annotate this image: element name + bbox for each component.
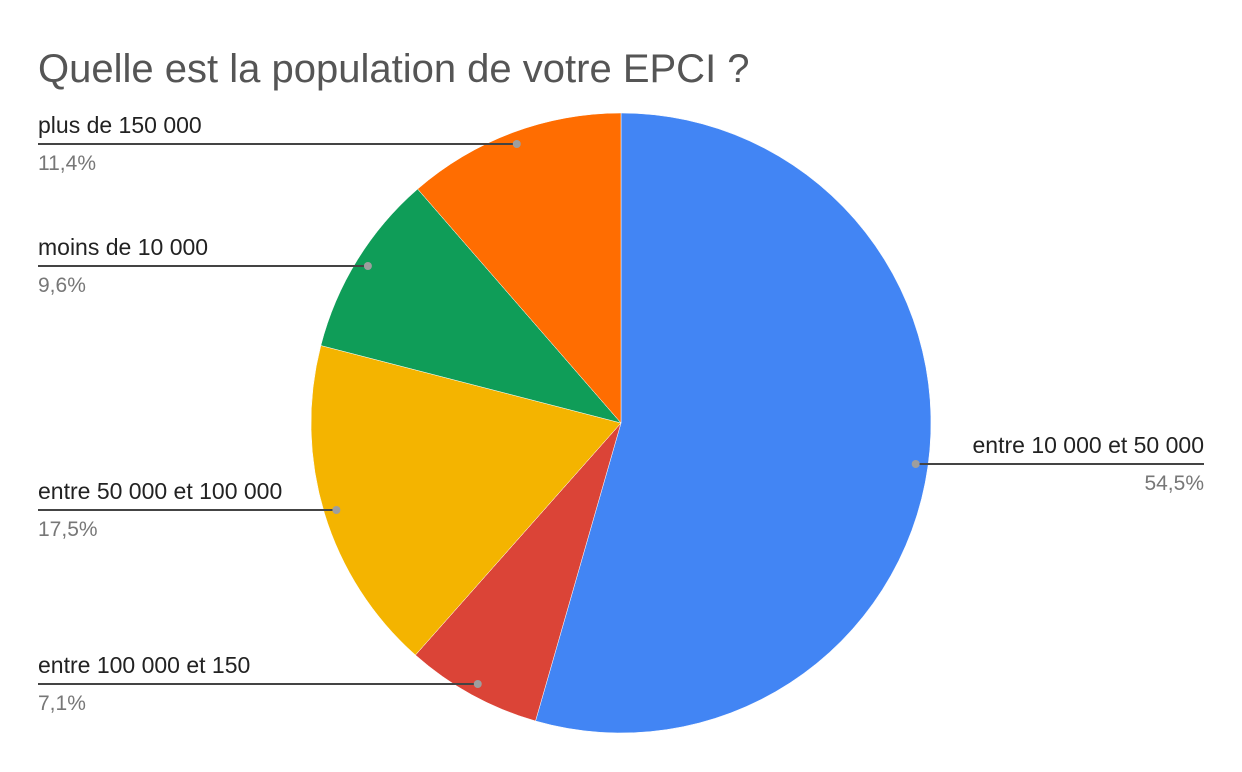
slice-percent-entre-100-000-et-150: 7,1% (38, 692, 86, 715)
leader-dot-entre-100-000-et-150 (473, 680, 482, 688)
leader-dot-plus-de-150-000 (512, 140, 521, 148)
slice-label-entre-50-000-et-100-000: entre 50 000 et 100 000 (38, 478, 282, 504)
leader-dot-moins-de-10-000 (363, 262, 372, 270)
pie-slice-moins-de-10-000 (320, 188, 622, 424)
slice-percent-entre-50-000-et-100-000: 17,5% (38, 518, 98, 541)
slice-label-entre-10-000-et-50-000: entre 10 000 et 50 000 (973, 432, 1204, 458)
leader-dot-entre-50-000-et-100-000 (332, 506, 341, 514)
slice-label-moins-de-10-000: moins de 10 000 (38, 234, 208, 260)
slice-label-entre-100-000-et-150: entre 100 000 et 150 (38, 652, 250, 678)
slice-label-plus-de-150-000: plus de 150 000 (38, 112, 202, 138)
pie-slice-entre-100-000-et-150 (415, 422, 622, 722)
pie-slice-entre-10-000-et-50-000 (535, 112, 932, 734)
pie-slices (310, 112, 932, 734)
chart-title: Quelle est la population de votre EPCI ? (38, 47, 750, 91)
pie-slice-plus-de-150-000 (417, 112, 622, 424)
pie-slice-entre-50-000-et-100-000 (310, 345, 622, 656)
slice-labels: entre 10 000 et 50 000 54,5% entre 100 000… (38, 112, 1204, 715)
slice-percent-moins-de-10-000: 9,6% (38, 274, 86, 297)
leader-dot-entre-10-000-et-50-000 (911, 460, 920, 468)
slice-percent-entre-10-000-et-50-000: 54,5% (1144, 472, 1204, 495)
slice-percent-plus-de-150-000: 11,4% (38, 152, 96, 175)
